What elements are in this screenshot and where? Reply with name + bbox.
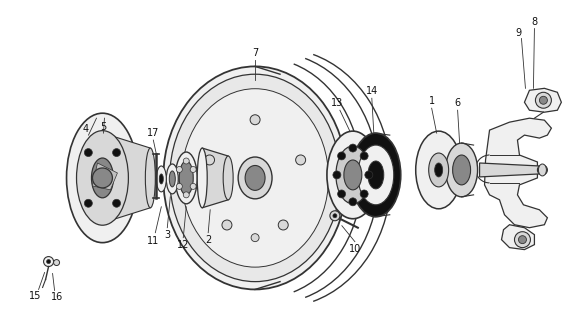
Circle shape (338, 190, 346, 198)
Circle shape (183, 192, 189, 198)
Text: 7: 7 (252, 48, 258, 59)
Circle shape (44, 257, 54, 267)
Ellipse shape (92, 158, 113, 198)
Ellipse shape (453, 155, 470, 185)
Ellipse shape (429, 153, 449, 187)
Circle shape (365, 171, 373, 179)
Ellipse shape (539, 164, 546, 176)
Circle shape (112, 199, 121, 207)
Circle shape (360, 152, 368, 160)
Text: 9: 9 (516, 28, 522, 37)
Circle shape (333, 214, 337, 218)
Ellipse shape (245, 165, 265, 190)
Circle shape (250, 115, 260, 125)
Circle shape (183, 158, 189, 164)
Circle shape (536, 92, 552, 108)
Circle shape (205, 155, 215, 165)
Ellipse shape (446, 143, 477, 197)
Ellipse shape (435, 163, 443, 177)
Text: 12: 12 (177, 240, 189, 250)
Ellipse shape (175, 152, 197, 204)
Text: 6: 6 (455, 98, 460, 108)
Text: 14: 14 (366, 86, 378, 96)
Circle shape (333, 171, 341, 179)
Circle shape (330, 211, 340, 221)
Text: 1: 1 (429, 96, 435, 106)
Text: 2: 2 (205, 235, 211, 245)
Text: 10: 10 (349, 244, 361, 254)
Ellipse shape (66, 113, 138, 243)
Circle shape (349, 198, 357, 206)
Ellipse shape (166, 164, 178, 194)
Text: 15: 15 (29, 292, 42, 301)
Ellipse shape (76, 131, 128, 225)
Circle shape (539, 96, 547, 104)
Ellipse shape (351, 133, 401, 217)
Text: 13: 13 (331, 98, 343, 108)
Polygon shape (485, 118, 552, 228)
Text: 3: 3 (164, 230, 171, 240)
Ellipse shape (368, 161, 384, 189)
Circle shape (278, 220, 288, 230)
Circle shape (46, 260, 51, 264)
Ellipse shape (159, 174, 163, 184)
Circle shape (537, 165, 547, 175)
Ellipse shape (327, 131, 379, 219)
Ellipse shape (344, 160, 362, 190)
Ellipse shape (145, 148, 155, 208)
Polygon shape (112, 136, 151, 220)
Polygon shape (480, 163, 544, 177)
Ellipse shape (223, 156, 233, 200)
Text: 17: 17 (147, 128, 159, 138)
Ellipse shape (336, 146, 370, 204)
Polygon shape (202, 148, 228, 208)
Ellipse shape (169, 171, 175, 187)
Circle shape (222, 220, 232, 230)
Circle shape (296, 155, 306, 165)
Ellipse shape (179, 161, 193, 195)
Polygon shape (502, 225, 534, 250)
Ellipse shape (416, 131, 462, 209)
Text: 11: 11 (147, 236, 159, 246)
Ellipse shape (170, 74, 340, 282)
Circle shape (360, 190, 368, 198)
Ellipse shape (358, 145, 394, 205)
Circle shape (190, 183, 196, 189)
Text: 4: 4 (82, 124, 89, 134)
Ellipse shape (156, 166, 166, 192)
Polygon shape (92, 163, 118, 190)
Circle shape (251, 234, 259, 242)
Circle shape (176, 183, 182, 189)
Circle shape (84, 199, 92, 207)
Circle shape (519, 236, 526, 244)
Ellipse shape (182, 89, 329, 267)
Circle shape (338, 152, 346, 160)
Circle shape (190, 166, 196, 172)
Text: 16: 16 (51, 292, 64, 302)
Text: 8: 8 (532, 17, 537, 27)
Polygon shape (524, 88, 562, 112)
Circle shape (92, 168, 112, 188)
Circle shape (349, 144, 357, 152)
Text: 5: 5 (101, 122, 106, 132)
Circle shape (54, 260, 59, 266)
Circle shape (514, 232, 530, 248)
Ellipse shape (163, 67, 347, 289)
Ellipse shape (197, 148, 207, 208)
Ellipse shape (238, 157, 272, 199)
Circle shape (176, 166, 182, 172)
Circle shape (84, 148, 92, 156)
Circle shape (112, 148, 121, 156)
